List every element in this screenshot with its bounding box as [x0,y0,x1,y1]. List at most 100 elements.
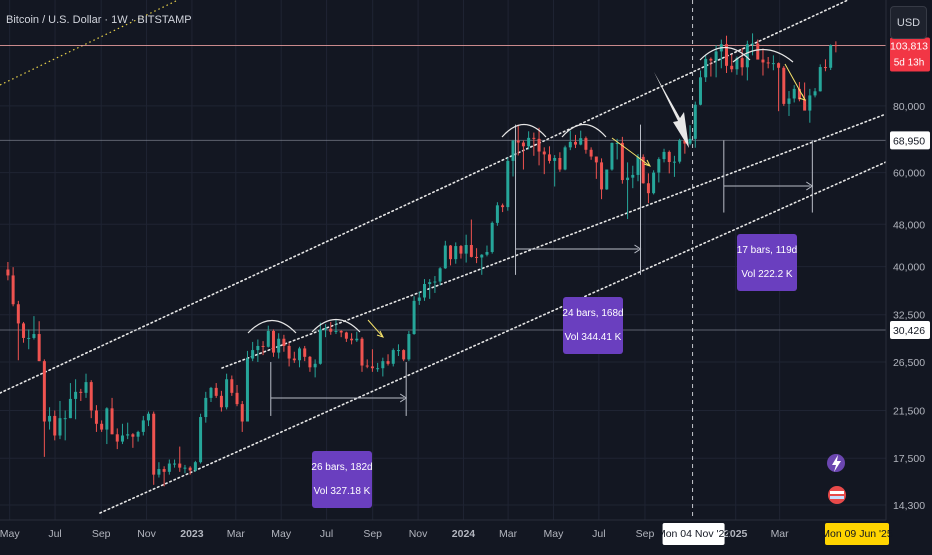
candle[interactable] [157,462,161,478]
candle[interactable] [251,341,255,362]
candle[interactable] [225,373,229,410]
candle[interactable] [193,460,197,472]
time-axis[interactable]: May Jul Sep Nov 2023 Mar May Jul Sep Nov 2024 Mar Ma… [0,519,932,550]
candle[interactable] [407,330,411,362]
candle[interactable] [266,325,270,348]
candle[interactable] [32,316,36,340]
candle[interactable] [6,261,10,281]
candle[interactable] [719,39,723,69]
candle[interactable] [475,248,479,264]
candle[interactable] [501,203,505,213]
candle[interactable] [698,70,702,106]
candle[interactable] [63,410,67,441]
candle[interactable] [381,357,385,377]
candle[interactable] [240,400,244,432]
candle[interactable] [574,134,578,149]
candle[interactable] [141,415,145,436]
candle[interactable] [594,156,598,179]
candle[interactable] [245,350,249,422]
candle[interactable] [449,245,453,266]
candle[interactable] [178,446,182,472]
candle[interactable] [188,466,192,475]
candle[interactable] [636,154,640,182]
candle[interactable] [219,390,223,412]
candle[interactable] [433,276,437,293]
candle[interactable] [558,152,562,172]
candle[interactable] [391,348,395,367]
candle[interactable] [584,136,588,154]
candle[interactable] [329,321,333,335]
candle[interactable] [209,386,213,403]
candle[interactable] [162,466,166,487]
candle[interactable] [438,267,442,286]
candle[interactable] [443,240,447,269]
candle[interactable] [631,165,635,189]
candle[interactable] [365,359,369,369]
candle[interactable] [485,245,489,257]
candle[interactable] [610,142,614,171]
candle[interactable] [58,400,62,440]
candle[interactable] [324,324,328,338]
candle[interactable] [641,154,645,184]
candle[interactable] [464,234,468,263]
candle[interactable] [100,420,104,432]
candle[interactable] [74,379,78,420]
candle[interactable] [693,101,697,148]
candle[interactable] [271,329,275,357]
candle[interactable] [579,130,583,146]
candle[interactable] [396,344,400,356]
candle[interactable] [53,410,57,441]
candle[interactable] [313,359,317,378]
candle[interactable] [110,397,114,435]
candles[interactable] [6,33,838,487]
candle[interactable] [605,169,609,190]
candle[interactable] [532,132,536,156]
candle[interactable] [771,55,775,71]
candle[interactable] [147,411,151,427]
candle[interactable] [376,362,380,372]
candle[interactable] [547,146,551,164]
candle[interactable] [537,127,541,166]
candle[interactable] [230,375,234,396]
candle[interactable] [688,125,692,146]
candle[interactable] [402,349,406,362]
candle[interactable] [652,170,656,195]
candle[interactable] [350,333,354,345]
candle[interactable] [709,57,713,77]
candle[interactable] [667,150,671,174]
candle[interactable] [542,147,546,175]
candle[interactable] [287,342,291,367]
candle[interactable] [506,157,510,211]
candle[interactable] [516,124,520,156]
candle[interactable] [115,428,119,450]
candle[interactable] [777,62,781,112]
candle[interactable] [459,245,463,259]
candle[interactable] [27,329,31,350]
candle[interactable] [527,131,531,150]
candle[interactable] [48,407,52,430]
candle[interactable] [79,388,83,401]
candle[interactable] [89,380,93,419]
candle[interactable] [105,407,109,445]
candle[interactable] [386,354,390,366]
candle[interactable] [766,56,770,69]
candle[interactable] [792,85,796,103]
candle[interactable] [318,322,322,365]
candle[interactable] [261,341,265,356]
candle[interactable] [183,464,187,474]
candle[interactable] [199,413,203,464]
candle[interactable] [131,433,135,448]
candle[interactable] [626,162,630,220]
candle[interactable] [454,242,458,264]
candle[interactable] [355,331,359,342]
candle[interactable] [417,291,421,305]
candle[interactable] [823,59,827,72]
candle[interactable] [495,202,499,226]
candle[interactable] [829,44,833,71]
candle[interactable] [813,88,817,98]
candle[interactable] [334,319,338,335]
candle[interactable] [511,139,515,177]
candle[interactable] [761,48,765,76]
candle[interactable] [136,430,140,442]
